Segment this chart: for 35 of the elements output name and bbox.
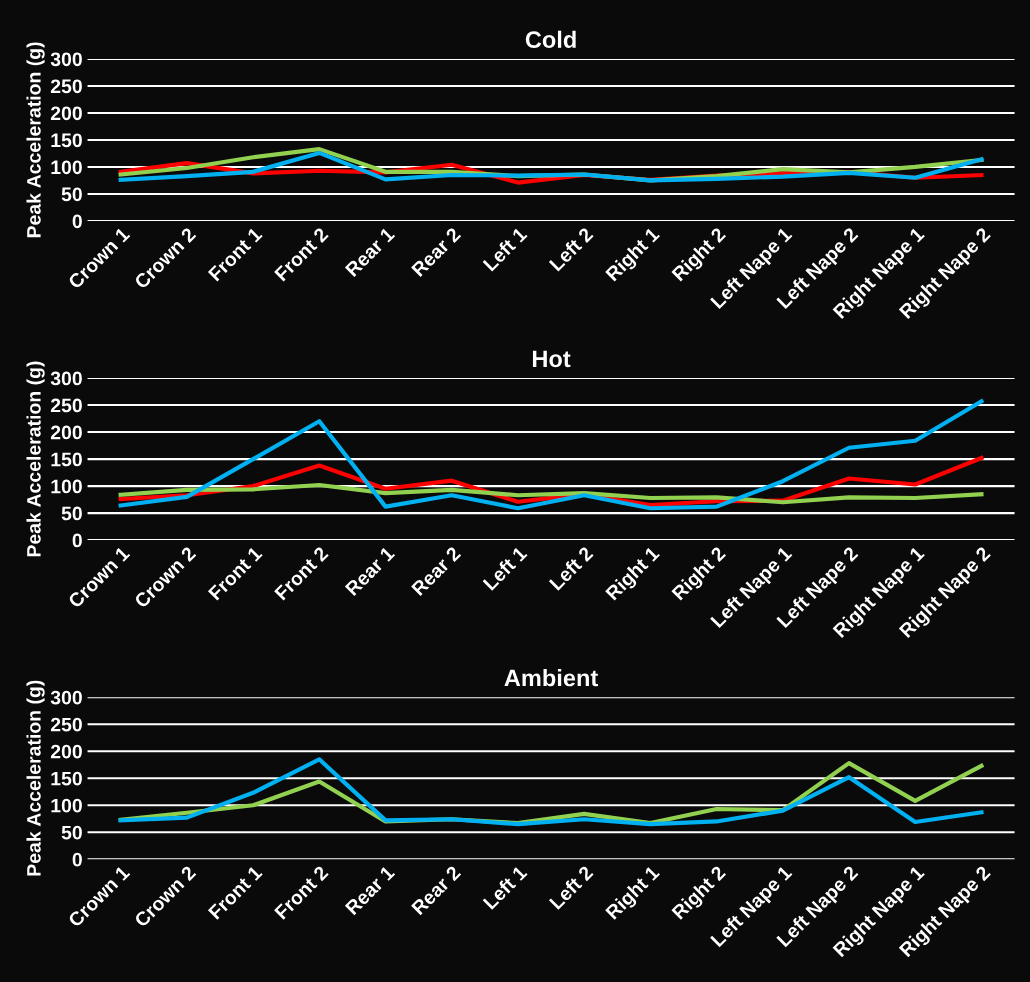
y-tick-label: 50 <box>61 187 82 202</box>
line-series <box>118 482 984 505</box>
x-tick-label: Left 1 <box>482 545 528 591</box>
y-tick-label: 200 <box>50 425 82 440</box>
y-tick-label: 150 <box>51 771 82 786</box>
x-tick-label: Left 2 <box>548 545 594 591</box>
y-tick-label: 100 <box>51 160 82 175</box>
y-tick-label: 250 <box>50 717 82 732</box>
y-tick-label: 300 <box>50 371 82 386</box>
y-tick-label: 50 <box>61 825 82 840</box>
y-tick-label: 150 <box>51 452 82 467</box>
y-tick-label: 100 <box>51 798 82 813</box>
y-axis-title: Peak Acceleration (g) <box>26 680 45 876</box>
y-tick-label: 50 <box>61 506 82 521</box>
x-tick-label: Left 2 <box>548 226 594 272</box>
x-tick-label: Left 2 <box>548 864 594 910</box>
y-tick-label: 250 <box>50 79 82 94</box>
y-axis-title: Peak Acceleration (g) <box>26 361 45 557</box>
y-tick-label: 0 <box>72 852 82 867</box>
y-tick-label: 100 <box>51 479 82 494</box>
y-tick-label: 300 <box>50 52 82 67</box>
x-tick-label: Left 1 <box>482 226 528 272</box>
chart-title: Hot <box>532 350 571 368</box>
line-series <box>118 399 984 511</box>
y-tick-label: 200 <box>50 106 82 121</box>
y-tick-label: 200 <box>50 744 82 759</box>
x-tick-label: Left 1 <box>482 864 528 910</box>
chart-title: Ambient <box>504 669 598 687</box>
y-tick-label: 150 <box>51 133 82 148</box>
y-tick-label: 250 <box>50 398 82 413</box>
chart-title: Cold <box>525 30 576 49</box>
y-tick-label: 0 <box>72 533 82 548</box>
y-tick-label: 300 <box>50 690 82 705</box>
y-axis-title: Peak Acceleration (g) <box>26 42 45 238</box>
y-tick-label: 0 <box>72 214 82 229</box>
